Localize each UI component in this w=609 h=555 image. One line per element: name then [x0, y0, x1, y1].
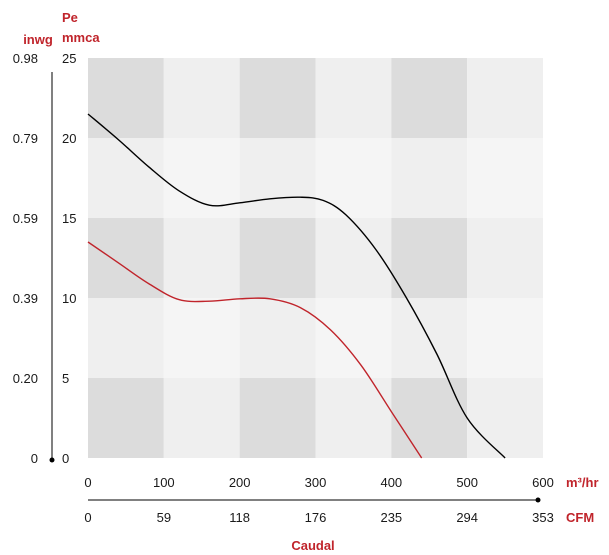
- grid-cell-2-2: [239, 218, 316, 298]
- y-tick-secondary-label: 0.20: [13, 371, 38, 386]
- grid-cell-0-5: [467, 58, 543, 138]
- x-tick-label: 600: [532, 475, 554, 490]
- y-tick-label: 0: [62, 451, 69, 466]
- grid-cell-2-4: [391, 218, 468, 298]
- grid-cell-4-1: [163, 378, 240, 458]
- grid-cell-1-0: [88, 138, 164, 218]
- series-line-1: [87, 241, 423, 459]
- x-tick-secondary-label: 59: [157, 510, 171, 525]
- x-tick-secondary-label: 235: [380, 510, 402, 525]
- grid-cell-1-3: [315, 138, 392, 218]
- x-tick-secondary-label: 0: [84, 510, 91, 525]
- x-axis-secondary-dot: [535, 497, 541, 503]
- x-tick-secondary-label: 176: [305, 510, 327, 525]
- grid-cell-3-1: [163, 298, 240, 378]
- y-tick-label: 20: [62, 131, 76, 146]
- grid-cell-3-3: [315, 298, 392, 378]
- x-tick-label: 500: [456, 475, 478, 490]
- grid-cell-1-5: [467, 138, 543, 218]
- grid-cell-1-1: [163, 138, 240, 218]
- x-unit-secondary: CFM: [566, 510, 594, 525]
- x-tick-label: 0: [84, 475, 91, 490]
- grid-cell-2-1: [163, 218, 240, 298]
- y-tick-label: 25: [62, 51, 76, 66]
- y-tick-secondary-label: 0: [31, 451, 38, 466]
- y-tick-label: 5: [62, 371, 69, 386]
- x-tick-secondary-label: 118: [229, 510, 250, 525]
- grid-cell-2-5: [467, 218, 543, 298]
- x-axis-label: Caudal: [291, 538, 334, 553]
- y-tick-secondary-label: 0.98: [13, 51, 38, 66]
- grid-cell-2-3: [315, 218, 392, 298]
- y-tick-label: 15: [62, 211, 76, 226]
- grid-cell-0-3: [315, 58, 392, 138]
- x-tick-secondary-label: 353: [532, 510, 554, 525]
- x-tick-secondary-label: 294: [456, 510, 478, 525]
- grid-cell-4-3: [315, 378, 392, 458]
- series-line-0: [87, 113, 506, 459]
- curve-layer: [87, 113, 506, 459]
- grid-cell-4-4: [391, 378, 468, 458]
- grid-cell-0-4: [391, 58, 468, 138]
- y-tick-secondary-label: 0.79: [13, 131, 38, 146]
- y-tick-secondary-label: 0.59: [13, 211, 38, 226]
- x-tick-label: 300: [305, 475, 327, 490]
- grid-cell-0-2: [239, 58, 316, 138]
- grid-cell-4-2: [239, 378, 316, 458]
- grid-cell-3-2: [239, 298, 316, 378]
- y-tick-label: 10: [62, 291, 76, 306]
- grid-cell-4-0: [88, 378, 164, 458]
- y-tick-secondary-label: 0.39: [13, 291, 38, 306]
- grid-cell-1-2: [239, 138, 316, 218]
- grid-cell-0-1: [163, 58, 240, 138]
- y-unit-primary: mmca: [62, 30, 100, 45]
- grid-cell-4-5: [467, 378, 543, 458]
- y-axis-label: Pe: [62, 10, 78, 25]
- grid-cell-1-4: [391, 138, 468, 218]
- grid-cell-0-0: [88, 58, 164, 138]
- grid-cell-3-5: [467, 298, 543, 378]
- x-tick-label: 100: [153, 475, 175, 490]
- grid-cell-3-0: [88, 298, 164, 378]
- x-unit-primary: m³/hr: [566, 475, 599, 490]
- x-tick-label: 200: [229, 475, 251, 490]
- x-tick-label: 400: [380, 475, 402, 490]
- grid-background: [88, 58, 543, 458]
- y-axis-secondary-dot: [49, 457, 55, 463]
- y-unit-secondary: inwg: [23, 32, 53, 47]
